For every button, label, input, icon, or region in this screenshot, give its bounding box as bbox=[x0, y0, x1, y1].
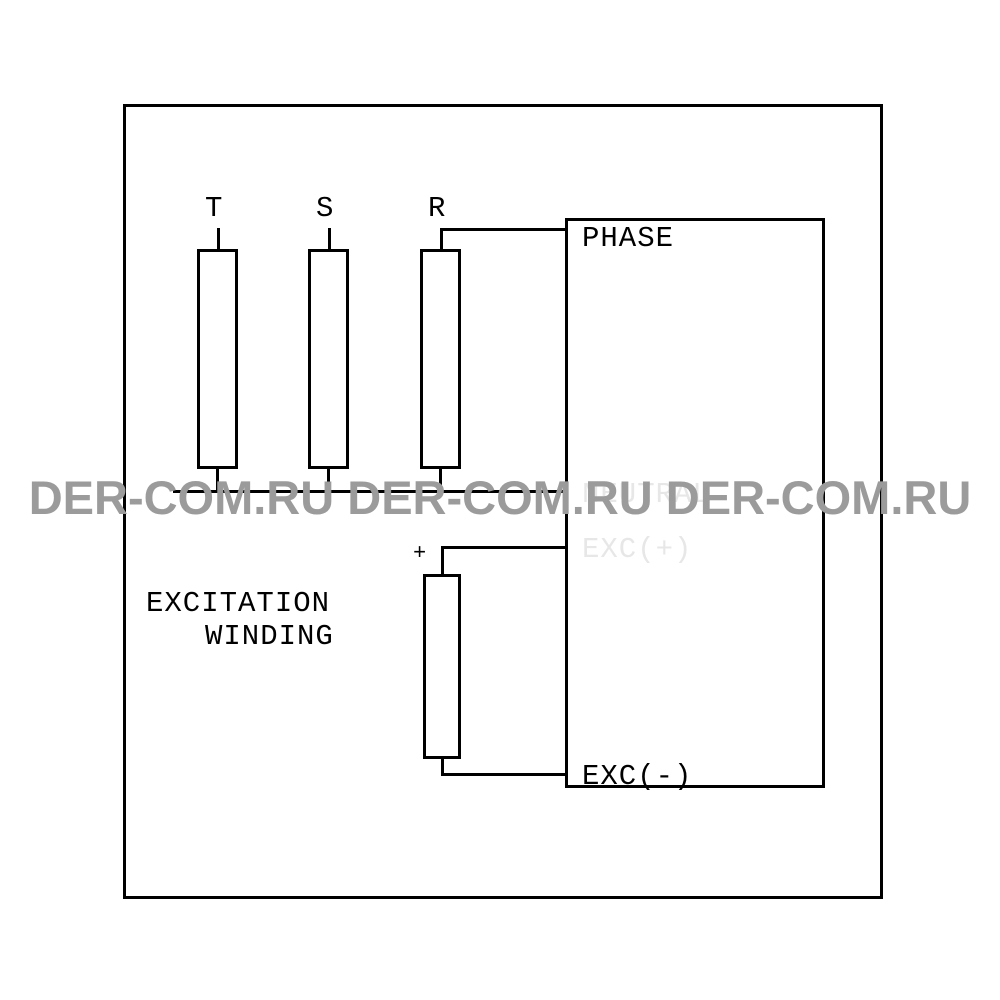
excitation-winding bbox=[423, 574, 461, 759]
terminal-r bbox=[420, 249, 461, 469]
wire-6 bbox=[441, 546, 567, 549]
terminal-stub-t bbox=[217, 228, 220, 249]
label-plus-sign: + bbox=[413, 541, 427, 566]
wire-9 bbox=[441, 773, 567, 776]
label-exc-minus: EXC(-) bbox=[582, 760, 692, 793]
label-exc-plus: EXC(+) bbox=[582, 533, 692, 566]
diagram-canvas: T S R PHASE NEUTRAL EXC(+) EXC(-) EXCITATI… bbox=[0, 0, 1000, 1000]
label-phase: PHASE bbox=[582, 222, 674, 255]
terminal-stub-r bbox=[440, 228, 443, 249]
label-excitation-2: WINDING bbox=[205, 620, 334, 653]
terminal-label-r: R bbox=[428, 192, 446, 225]
wire-7 bbox=[441, 546, 444, 576]
wire-5 bbox=[459, 490, 567, 493]
label-excitation-1: EXCITATION bbox=[146, 587, 330, 620]
terminal-label-s: S bbox=[316, 192, 334, 225]
terminal-s bbox=[308, 249, 349, 469]
label-neutral: NEUTRAL bbox=[582, 478, 711, 511]
terminal-t bbox=[197, 249, 238, 469]
wire-3 bbox=[327, 469, 330, 492]
terminal-label-t: T bbox=[205, 192, 223, 225]
wire-0 bbox=[440, 228, 566, 231]
terminal-stub-s bbox=[328, 228, 331, 249]
wire-2 bbox=[216, 469, 219, 492]
wire-4 bbox=[439, 469, 442, 492]
